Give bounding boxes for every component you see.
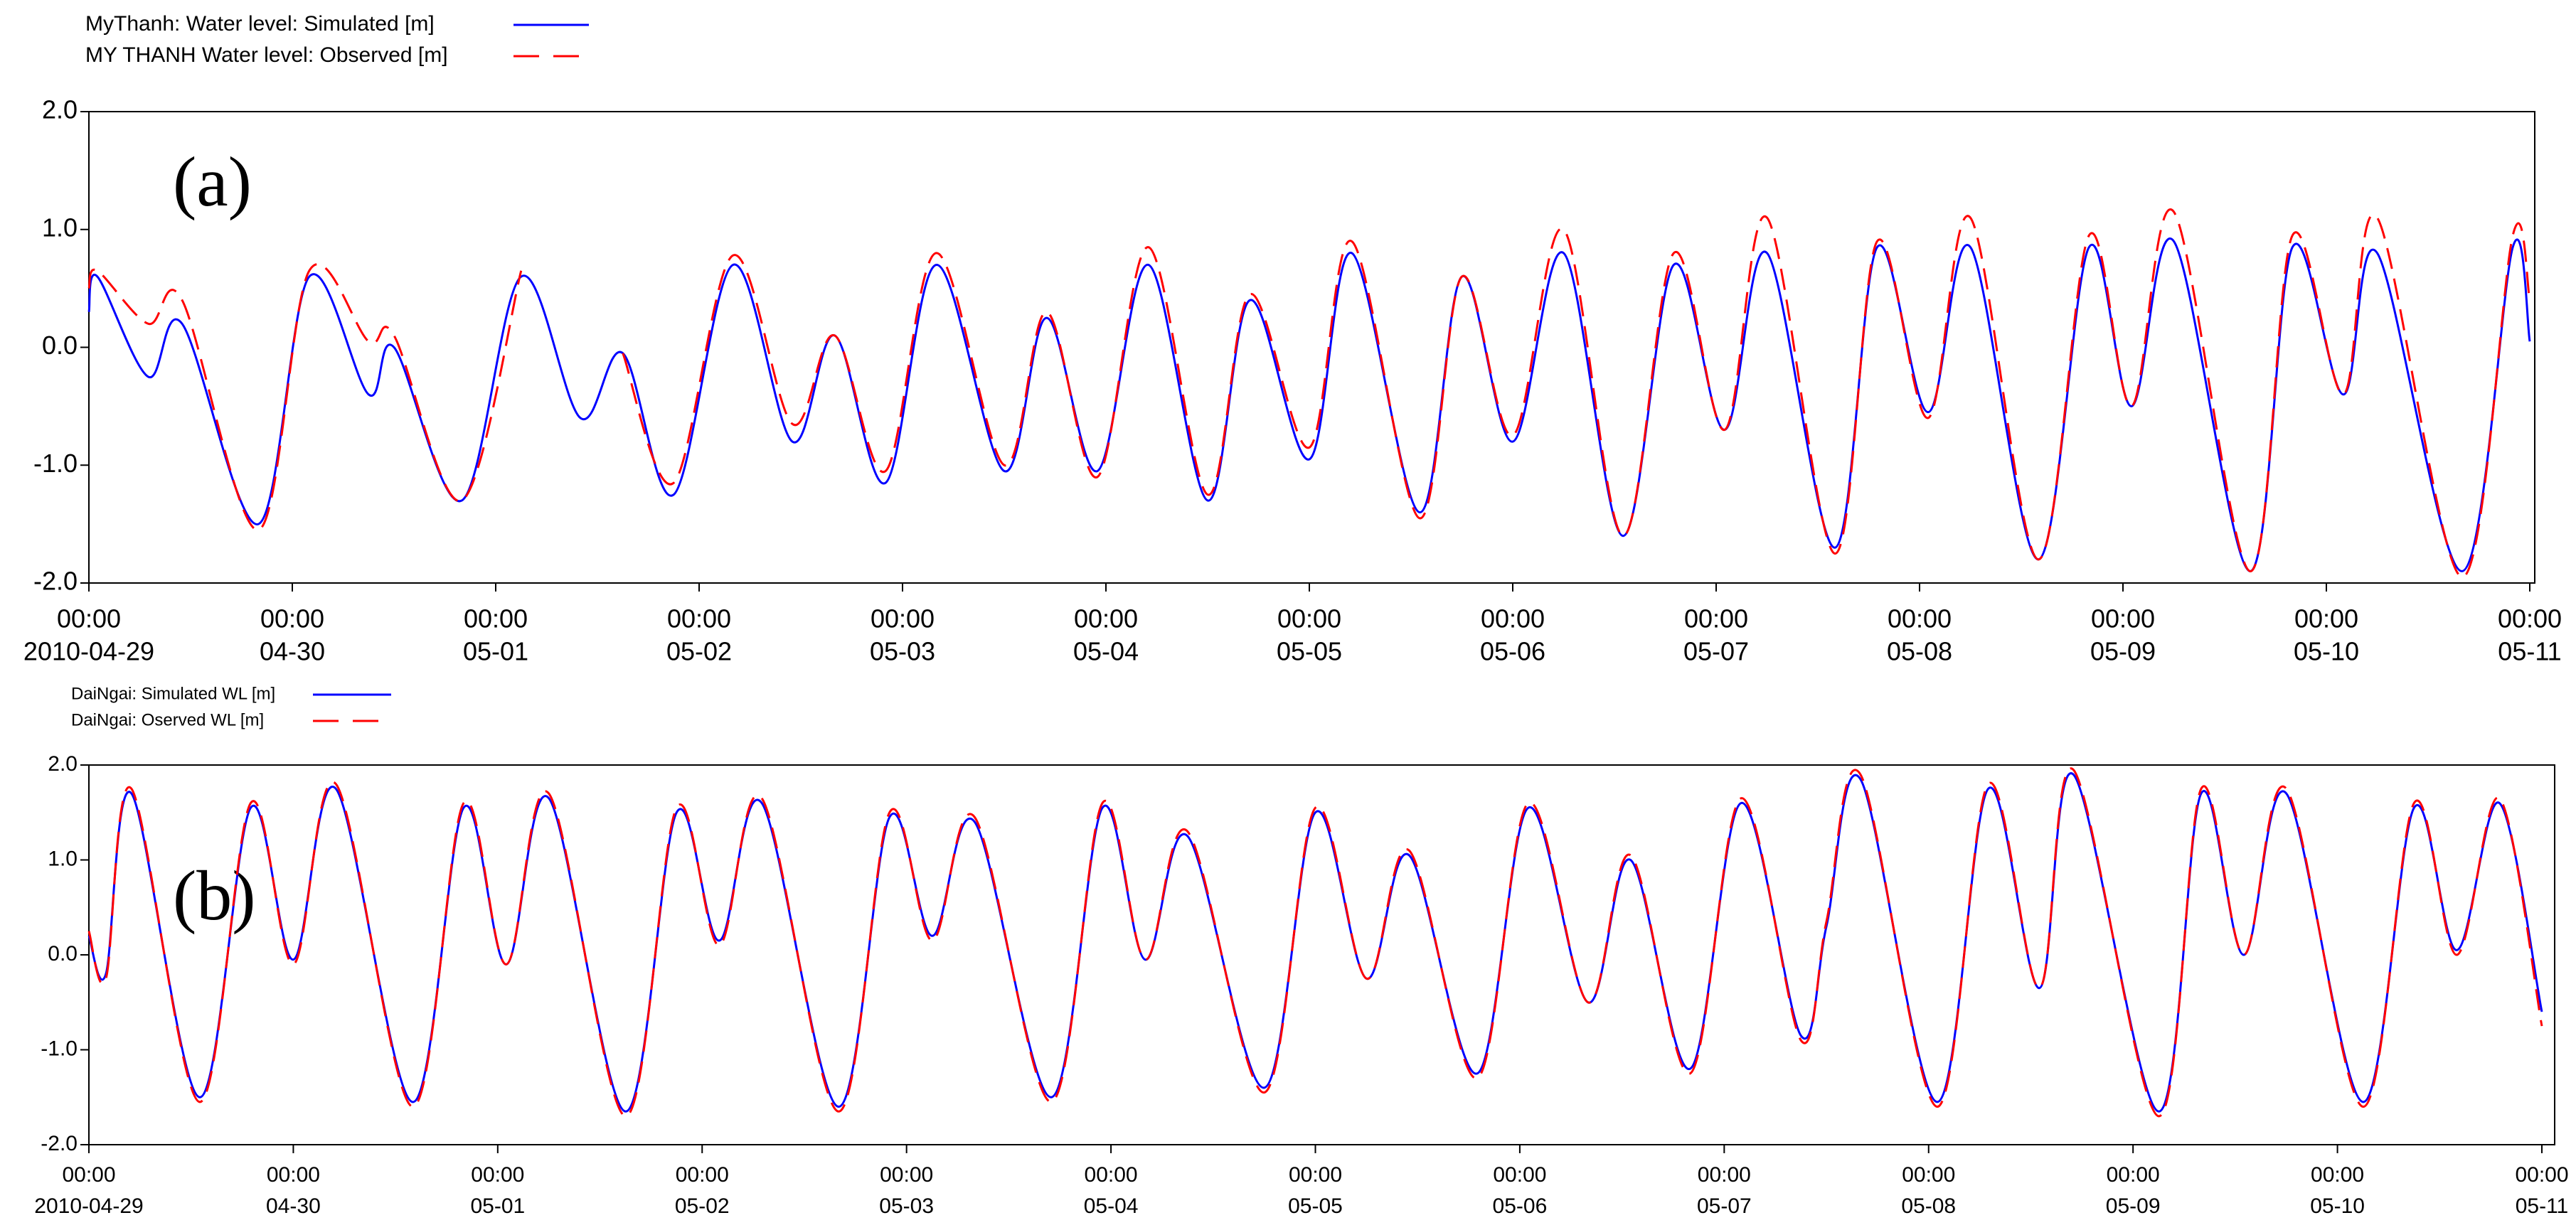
x-tick-label: 00:00 <box>1085 1163 1138 1187</box>
x-tick-label: 00:00 <box>464 604 528 633</box>
x-tick-label: 05-03 <box>879 1194 934 1218</box>
legend-label: MyThanh: Water level: Simulated [m] <box>85 12 435 36</box>
y-tick-label: -1.0 <box>41 1037 78 1060</box>
x-tick-label: 05-02 <box>675 1194 730 1218</box>
x-tick-label: 00:00 <box>62 1163 115 1187</box>
x-tick-label: 05-03 <box>870 637 935 666</box>
x-tick-label: 05-05 <box>1277 637 1342 666</box>
x-tick-label: 04-30 <box>266 1194 321 1218</box>
panel-label: (b) <box>173 856 256 935</box>
y-tick-label: 1.0 <box>48 847 78 870</box>
x-tick-label: 05-07 <box>1683 637 1749 666</box>
y-tick-label: 0.0 <box>42 331 78 360</box>
x-tick-label: 05-01 <box>463 637 528 666</box>
x-tick-label: 00:00 <box>1493 1163 1546 1187</box>
y-tick-label: -2.0 <box>33 567 78 596</box>
x-tick-label: 05-04 <box>1084 1194 1139 1218</box>
panel-label: (a) <box>173 142 252 221</box>
x-tick-label: 05-07 <box>1697 1194 1752 1218</box>
x-tick-label: 00:00 <box>2091 604 2155 633</box>
x-tick-label: 00:00 <box>676 1163 729 1187</box>
x-tick-label: 00:00 <box>1277 604 1341 633</box>
y-tick-label: 1.0 <box>42 213 78 242</box>
x-tick-label: 05-06 <box>1480 637 1545 666</box>
x-tick-label: 00:00 <box>1289 1163 1342 1187</box>
x-tick-label: 00:00 <box>880 1163 933 1187</box>
x-tick-label: 00:00 <box>1481 604 1545 633</box>
x-tick-label: 00:00 <box>1888 604 1952 633</box>
x-tick-label: 00:00 <box>667 604 731 633</box>
y-tick-label: -1.0 <box>33 449 78 478</box>
legend-label: MY THANH Water level: Observed [m] <box>85 43 448 67</box>
x-tick-label: 05-11 <box>2498 637 2561 666</box>
series-line <box>87 263 523 531</box>
series-line <box>87 767 2543 1118</box>
y-tick-label: 0.0 <box>48 942 78 966</box>
x-tick-label: 04-30 <box>260 637 325 666</box>
x-tick-label: 05-11 <box>2516 1194 2569 1218</box>
series-line <box>622 208 2531 579</box>
x-tick-label: 00:00 <box>1902 1163 1955 1187</box>
x-tick-label: 05-01 <box>470 1194 525 1218</box>
x-tick-label: 00:00 <box>2311 1163 2364 1187</box>
x-tick-label: 2010-04-29 <box>34 1194 143 1218</box>
x-tick-label: 05-09 <box>2106 1194 2161 1218</box>
x-tick-label: 00:00 <box>1698 1163 1751 1187</box>
series-line <box>87 772 2543 1113</box>
x-tick-label: 00:00 <box>260 604 324 633</box>
x-tick-label: 00:00 <box>2515 1163 2568 1187</box>
x-tick-label: 05-10 <box>2294 637 2359 666</box>
x-tick-label: 05-04 <box>1073 637 1139 666</box>
series-line <box>87 237 2531 572</box>
x-tick-label: 05-05 <box>1288 1194 1343 1218</box>
x-tick-label: 00:00 <box>57 604 121 633</box>
x-tick-label: 05-09 <box>2090 637 2156 666</box>
y-tick-label: 2.0 <box>48 752 78 776</box>
x-tick-label: 00:00 <box>471 1163 524 1187</box>
x-tick-label: 05-06 <box>1493 1194 1548 1218</box>
x-tick-label: 05-08 <box>1887 637 1952 666</box>
x-tick-label: 2010-04-29 <box>23 637 154 666</box>
x-tick-label: 00:00 <box>2498 604 2562 633</box>
plot-frame <box>88 111 2535 584</box>
legend-label: DaiNgai: Simulated WL [m] <box>71 684 275 703</box>
x-tick-label: 00:00 <box>1684 604 1748 633</box>
legend-label: DaiNgai: Oserved WL [m] <box>71 710 264 729</box>
x-tick-label: 05-02 <box>666 637 732 666</box>
x-tick-label: 05-08 <box>1901 1194 1956 1218</box>
y-tick-label: -2.0 <box>41 1132 78 1155</box>
x-tick-label: 00:00 <box>1074 604 1138 633</box>
x-tick-label: 05-10 <box>2310 1194 2365 1218</box>
x-tick-label: 00:00 <box>2107 1163 2160 1187</box>
x-tick-label: 00:00 <box>871 604 935 633</box>
x-tick-label: 00:00 <box>267 1163 320 1187</box>
x-tick-label: 00:00 <box>2294 604 2358 633</box>
y-tick-label: 2.0 <box>42 95 78 124</box>
